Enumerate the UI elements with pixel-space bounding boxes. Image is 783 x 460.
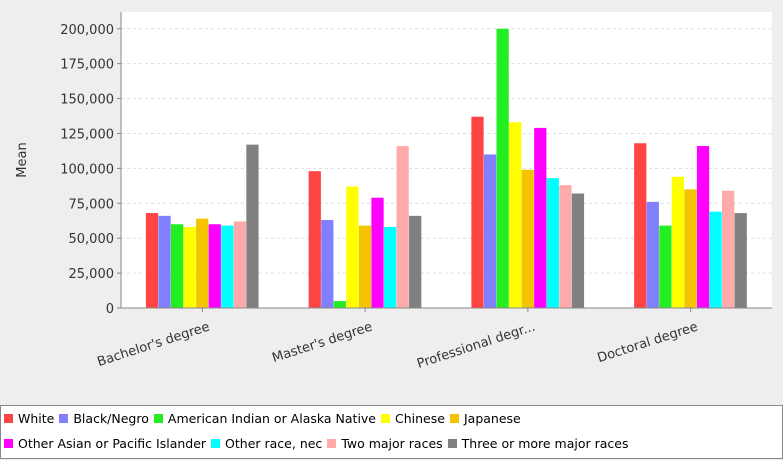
bar: [233, 221, 247, 308]
legend-swatch: [4, 439, 13, 448]
y-tick-label: 25,000: [69, 267, 115, 282]
bar: [646, 201, 659, 308]
legend-swatch: [153, 414, 163, 423]
bar: [659, 225, 672, 308]
x-tick-label: Doctoral degree: [596, 320, 700, 367]
y-tick-label: 125,000: [60, 127, 114, 142]
bar-chart: 0 25,000 50,000 75,000 100,000 125,000 150,000…: [15, 12, 772, 372]
legend-label: Two major races: [341, 436, 443, 451]
legend-item: Three or more major races: [447, 436, 629, 451]
bar: [246, 144, 259, 308]
legend-label: White: [18, 411, 55, 426]
legend-label: Black/Negro: [73, 411, 149, 426]
legend-item: White: [4, 411, 54, 426]
legend: White Black/Negro American Indian or Alask…: [0, 405, 783, 459]
y-tick-label: 175,000: [60, 58, 114, 73]
x-tick-label: Professional degr...: [415, 320, 537, 372]
legend-swatch: [4, 414, 13, 423]
bar: [396, 146, 409, 308]
bars: [145, 28, 747, 308]
legend-label: Other race, nec: [225, 436, 323, 451]
bar: [409, 215, 422, 308]
legend-swatch: [327, 439, 337, 448]
bar: [308, 171, 321, 308]
bar: [671, 176, 685, 308]
bar: [196, 218, 209, 308]
legend-item: Two major races: [327, 436, 443, 451]
bar: [571, 193, 585, 308]
bar: [483, 154, 497, 308]
bar: [559, 185, 572, 308]
bar: [521, 169, 534, 308]
x-tick-label: Bachelor's degree: [95, 320, 211, 370]
y-tick-label: 0: [106, 302, 114, 317]
bar: [183, 227, 196, 308]
bar: [634, 143, 647, 308]
y-axis-label: Mean: [15, 142, 30, 177]
bar: [534, 127, 547, 308]
legend-swatch: [211, 439, 221, 448]
bar: [371, 197, 384, 308]
legend-item: Other Asian or Pacific Islander: [4, 436, 206, 451]
bar: [696, 146, 710, 308]
bar: [358, 225, 372, 308]
legend-item: Other race, nec: [211, 436, 322, 451]
bar: [208, 224, 221, 308]
y-tick-label: 100,000: [60, 162, 114, 177]
y-tick-label: 200,000: [60, 23, 114, 38]
bar: [145, 213, 159, 308]
axes: [120, 12, 772, 309]
chart: 0 25,000 50,000 75,000 100,000 125,000 150,000…: [15, 12, 772, 372]
legend-item: Japanese: [449, 411, 521, 426]
legend-swatch: [59, 414, 69, 423]
bar: [346, 186, 359, 308]
legend-label: American Indian or Alaska Native: [167, 411, 377, 426]
legend-swatch: [449, 414, 459, 423]
bar: [496, 28, 509, 308]
bar: [709, 211, 722, 308]
y-tick-label: 150,000: [60, 93, 114, 108]
bar: [546, 178, 559, 308]
legend-label: Other Asian or Pacific Islander: [18, 436, 207, 451]
legend-row: Other Asian or Pacific Islander Other rac…: [4, 436, 634, 451]
bar: [170, 224, 184, 308]
legend-swatch: [381, 414, 391, 423]
legend-label: Chinese: [395, 411, 445, 426]
legend-label: Japanese: [463, 411, 521, 426]
legend-item: Chinese: [381, 411, 445, 426]
y-tick-labels: 0 25,000 50,000 75,000 100,000 125,000 150,000…: [60, 23, 121, 317]
y-tick-label: 50,000: [69, 232, 115, 247]
legend-item: American Indian or Alaska Native: [153, 411, 377, 426]
legend-label: Three or more major races: [461, 436, 629, 451]
bar: [158, 215, 171, 308]
bar: [321, 220, 334, 308]
legend-swatch: [447, 439, 457, 448]
y-tick-label: 75,000: [69, 197, 115, 212]
bar: [333, 301, 346, 308]
bar: [722, 190, 735, 308]
x-tick-labels: Bachelor's degree Master's degree Professi…: [95, 308, 700, 372]
bar: [471, 116, 484, 308]
legend-row: White Black/Negro American Indian or Alask…: [4, 411, 526, 426]
bar: [221, 225, 234, 308]
bar: [684, 189, 697, 308]
bar: [734, 213, 747, 308]
bar: [509, 122, 522, 308]
legend-item: Black/Negro: [59, 411, 149, 426]
x-tick-label: Master's degree: [270, 320, 374, 367]
bar: [383, 227, 397, 308]
